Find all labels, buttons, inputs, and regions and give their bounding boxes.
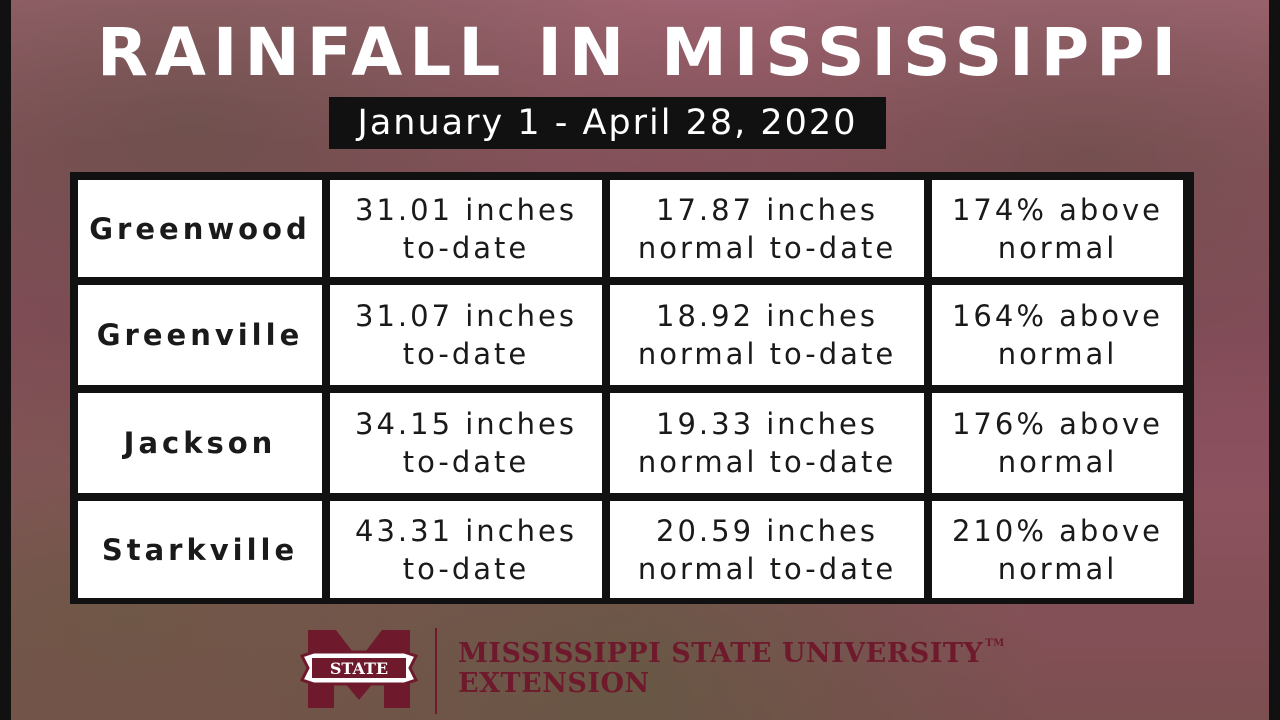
date-range-label: January 1 - April 28, 2020 [329, 97, 886, 149]
actual-label: to-date [402, 551, 530, 586]
frame-right-border [1269, 0, 1280, 720]
city-cell: Starkville [78, 501, 322, 598]
percent-label: normal [997, 551, 1118, 586]
normal-label: normal to-date [637, 445, 897, 479]
normal-label: normal to-date [637, 230, 897, 265]
msu-m-state-emblem-icon: STATE [300, 630, 418, 708]
rainfall-table: Greenwood 31.01 inches to-date 17.87 inch… [70, 172, 1194, 604]
frame-left-border [0, 0, 11, 720]
normal-rainfall-cell: 20.59 inches normal to-date [610, 501, 924, 598]
logo-university-name: MISSISSIPPI STATE UNIVERSITY TM [458, 638, 1005, 669]
percent-value: 176% above [951, 407, 1164, 441]
actual-rainfall-cell: 43.31 inches to-date [330, 501, 602, 598]
logo-university-text: MISSISSIPPI STATE UNIVERSITY [458, 638, 984, 669]
percent-normal-cell: 174% above normal [932, 180, 1183, 277]
svg-text:STATE: STATE [330, 659, 388, 678]
percent-normal-cell: 210% above normal [932, 501, 1183, 598]
percent-label: normal [997, 230, 1118, 265]
page-title: RAINFALL IN MISSISSIPPI [97, 14, 1183, 91]
actual-label: to-date [402, 230, 530, 265]
actual-label: to-date [402, 337, 530, 371]
logo-divider [435, 628, 437, 714]
percent-value: 164% above [951, 299, 1164, 333]
city-name: Jackson [123, 426, 277, 460]
trademark-mark: TM [985, 638, 1005, 649]
city-name: Greenwood [89, 211, 311, 246]
normal-value: 19.33 inches [656, 407, 878, 441]
actual-label: to-date [402, 445, 530, 479]
actual-value: 43.31 inches [355, 513, 577, 548]
percent-label: normal [997, 337, 1118, 371]
logo-extension-name: EXTENSION [458, 668, 650, 699]
city-name: Starkville [101, 532, 299, 567]
city-cell: Jackson [78, 393, 322, 493]
city-name: Greenville [96, 318, 304, 352]
normal-rainfall-cell: 18.92 inches normal to-date [610, 285, 924, 385]
normal-rainfall-cell: 17.87 inches normal to-date [610, 180, 924, 277]
actual-value: 34.15 inches [355, 407, 577, 441]
actual-rainfall-cell: 31.01 inches to-date [330, 180, 602, 277]
normal-label: normal to-date [637, 337, 897, 371]
percent-value: 210% above [951, 513, 1164, 548]
actual-value: 31.01 inches [355, 192, 577, 227]
percent-normal-cell: 176% above normal [932, 393, 1183, 493]
actual-value: 31.07 inches [355, 299, 577, 333]
normal-value: 20.59 inches [656, 513, 878, 548]
actual-rainfall-cell: 34.15 inches to-date [330, 393, 602, 493]
actual-rainfall-cell: 31.07 inches to-date [330, 285, 602, 385]
normal-label: normal to-date [637, 551, 897, 586]
normal-rainfall-cell: 19.33 inches normal to-date [610, 393, 924, 493]
city-cell: Greenville [78, 285, 322, 385]
normal-value: 17.87 inches [656, 192, 878, 227]
msu-extension-logo: STATE MISSISSIPPI STATE UNIVERSITY TM EXT… [300, 626, 1004, 716]
normal-value: 18.92 inches [656, 299, 878, 333]
percent-value: 174% above [951, 192, 1164, 227]
percent-normal-cell: 164% above normal [932, 285, 1183, 385]
city-cell: Greenwood [78, 180, 322, 277]
percent-label: normal [997, 445, 1118, 479]
